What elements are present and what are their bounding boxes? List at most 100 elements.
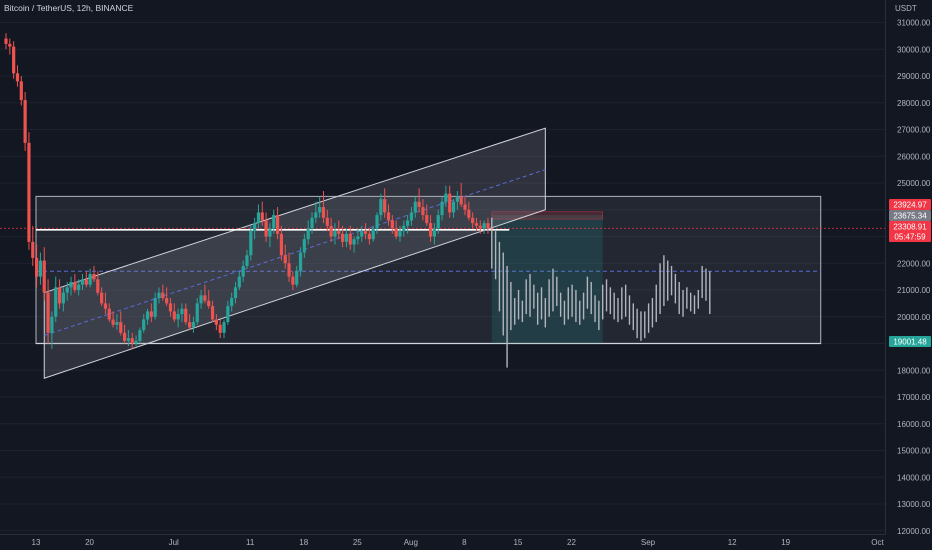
price-tag-label: 23924.97 [893, 201, 927, 210]
candle-body [398, 231, 402, 237]
candle-body [253, 223, 257, 232]
time-tick-label: 13 [32, 538, 41, 547]
candle-body [100, 292, 104, 304]
price-tick-label: 30000.00 [897, 45, 931, 54]
candle-body [241, 265, 245, 277]
candle-body [402, 225, 406, 232]
candle-body [321, 207, 326, 218]
candle-body [172, 311, 176, 320]
price-tick-label: 27000.00 [897, 126, 931, 135]
candle-body [367, 233, 371, 240]
symbol-title[interactable]: Bitcoin / TetherUS, 12h, BINANCE [4, 3, 134, 13]
price-tick-label: 21000.00 [897, 286, 931, 295]
candle-body [394, 228, 398, 237]
candle-body [474, 223, 479, 226]
time-tick-label: 19 [781, 538, 790, 547]
candle-body [459, 196, 463, 205]
time-axis[interactable]: 13 20 Jul 11 18 25 Aug 8 15 22 Sep 12 19 Oct [32, 538, 885, 547]
time-tick-label: Sep [641, 538, 656, 547]
price-tick-label: 31000.00 [897, 19, 931, 28]
candle-body [352, 239, 356, 245]
time-tick-label: Aug [404, 538, 418, 547]
candle-body [84, 279, 88, 285]
range-box [35, 195, 822, 344]
candle-body [23, 100, 27, 143]
candle-body [283, 255, 287, 264]
candle-body [161, 292, 165, 299]
candle-body [168, 303, 173, 312]
candle-body [207, 300, 211, 307]
candle-body [80, 279, 85, 285]
candle-body [103, 303, 108, 309]
price-tag-label: 23308.91 [893, 223, 927, 232]
candle-body [421, 207, 425, 216]
candle-body [46, 292, 50, 333]
candle-body [298, 252, 303, 272]
candle-body [287, 263, 291, 277]
price-tick-label: 26000.00 [897, 152, 931, 161]
projection-layer [491, 217, 711, 368]
price-tick-label: 12000.00 [897, 527, 931, 536]
candle-body [199, 295, 203, 304]
time-tick-label: Jul [169, 538, 179, 547]
candle-body [478, 225, 482, 229]
candle-body [417, 201, 421, 208]
candle-body [440, 201, 444, 216]
price-tick-label: 25000.00 [897, 179, 931, 188]
candle-body [406, 220, 410, 226]
price-tick-label: 13000.00 [897, 500, 931, 509]
candle-body [482, 223, 486, 229]
candle-body [237, 276, 241, 288]
channel-midline [44, 169, 546, 336]
candle-body [50, 316, 54, 333]
candle-body [249, 231, 253, 256]
candle-body [264, 220, 268, 237]
candle-body [203, 295, 207, 301]
candle-body [386, 212, 391, 221]
price-tick-label: 16000.00 [897, 420, 931, 429]
price-tick-label: 29000.00 [897, 72, 931, 81]
candle-body [218, 324, 222, 333]
price-tag-label: 19001.48 [893, 338, 927, 347]
candle-body [77, 284, 81, 290]
time-tick-label: 20 [85, 538, 94, 547]
candle-body [115, 322, 119, 325]
candle-body [275, 215, 280, 234]
candle-body [471, 217, 475, 224]
candle-body [176, 314, 180, 320]
candle-body [107, 308, 111, 320]
candle-body [111, 319, 115, 325]
candle-body [122, 332, 127, 341]
candle-body [130, 338, 134, 344]
candle-body [245, 255, 249, 266]
candles-layer [4, 33, 490, 349]
candle-body [73, 281, 77, 290]
candle-body [295, 271, 299, 285]
candle-body [318, 207, 322, 213]
candle-body [88, 273, 92, 285]
candle-body [210, 306, 215, 320]
candle-body [12, 46, 16, 74]
candle-body [390, 220, 394, 229]
time-tick-label: 15 [513, 538, 522, 547]
candle-body [337, 231, 341, 234]
time-tick-label: 18 [299, 538, 308, 547]
time-tick-label: 22 [567, 538, 576, 547]
candle-body [15, 73, 20, 82]
candle-body [333, 231, 337, 237]
candle-body [96, 279, 100, 293]
candle-body [195, 303, 199, 323]
candle-body [191, 322, 196, 328]
candle-body [27, 142, 31, 242]
candle-body [57, 287, 62, 304]
candle-body [409, 212, 414, 221]
candle-body [344, 233, 349, 242]
candle-body [425, 215, 429, 224]
candle-body [444, 193, 448, 202]
candle-body [256, 212, 261, 224]
candle-body [413, 201, 417, 213]
candle-body [325, 217, 329, 226]
candle-body [379, 199, 383, 216]
